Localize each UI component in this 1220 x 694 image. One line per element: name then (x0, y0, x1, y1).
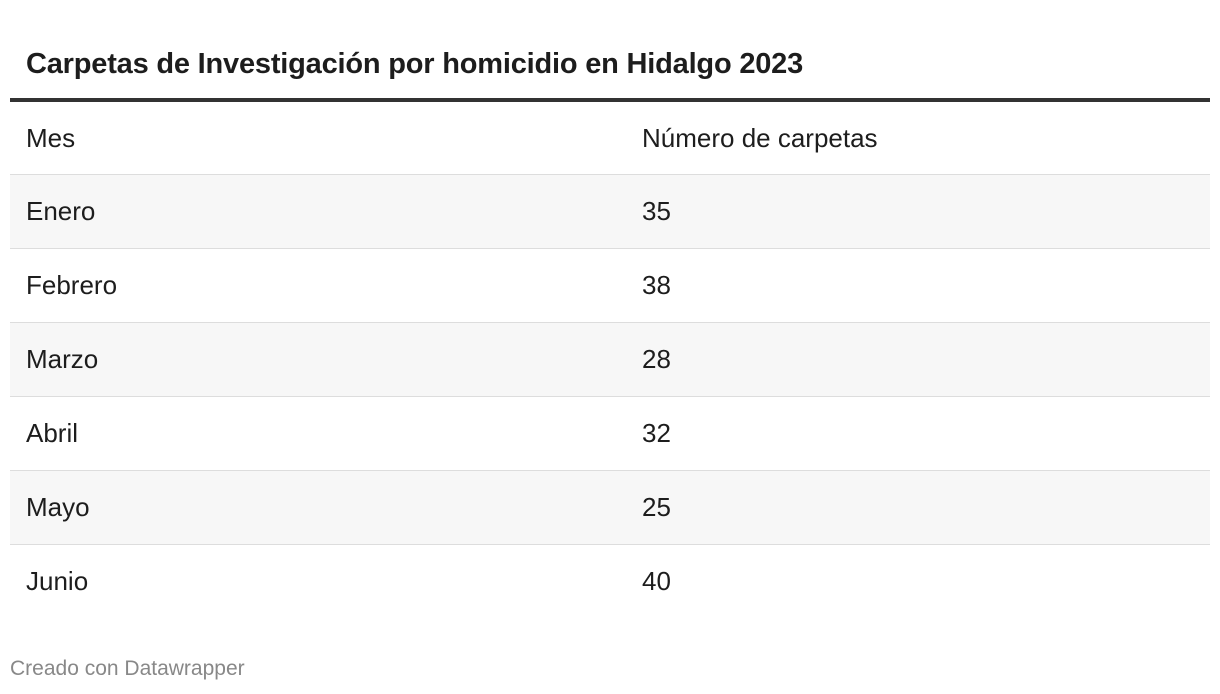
title-divider (10, 98, 1210, 102)
table-header: Mes Número de carpetas (10, 102, 1210, 175)
cell-value: 32 (626, 396, 1210, 471)
cell-month: Junio (26, 566, 89, 596)
table-row: Marzo 28 (10, 322, 1210, 397)
header-row: Mes Número de carpetas (10, 102, 1210, 175)
chart-title: Carpetas de Investigación por homicidio … (26, 48, 804, 80)
column-header-numero-de-carpetas[interactable]: Número de carpetas (626, 102, 1210, 175)
cell-month: Febrero (10, 248, 626, 323)
cell-month: Mayo (10, 470, 626, 545)
table-chart: Carpetas de Investigación por homicidio … (10, 0, 1210, 618)
table-row: Enero 35 (10, 174, 1210, 249)
cell-value: 25 (626, 470, 1210, 545)
column-header-mes[interactable]: Mes (10, 102, 626, 175)
footer-credit: Creado con Datawrapper (10, 657, 245, 680)
data-table: Mes Número de carpetas Enero 35 Febrero 38 M… (10, 102, 1210, 618)
cell-month: Abril (10, 396, 626, 471)
cell-month: Marzo (10, 322, 626, 397)
table-row: Junio 40 (10, 545, 1210, 619)
cell-value: 28 (626, 322, 1210, 397)
cell-value: 40 (642, 566, 671, 596)
table-row: Mayo 25 (10, 470, 1210, 545)
table-row: Abril 32 (10, 396, 1210, 471)
table-body: Enero 35 Febrero 38 Marzo 28 Abril 32 Mayo 25 Juni… (10, 174, 1210, 619)
cell-value: 38 (626, 248, 1210, 323)
cell-month: Enero (10, 174, 626, 249)
table-row: Febrero 38 (10, 248, 1210, 323)
cell-value: 35 (626, 174, 1210, 249)
